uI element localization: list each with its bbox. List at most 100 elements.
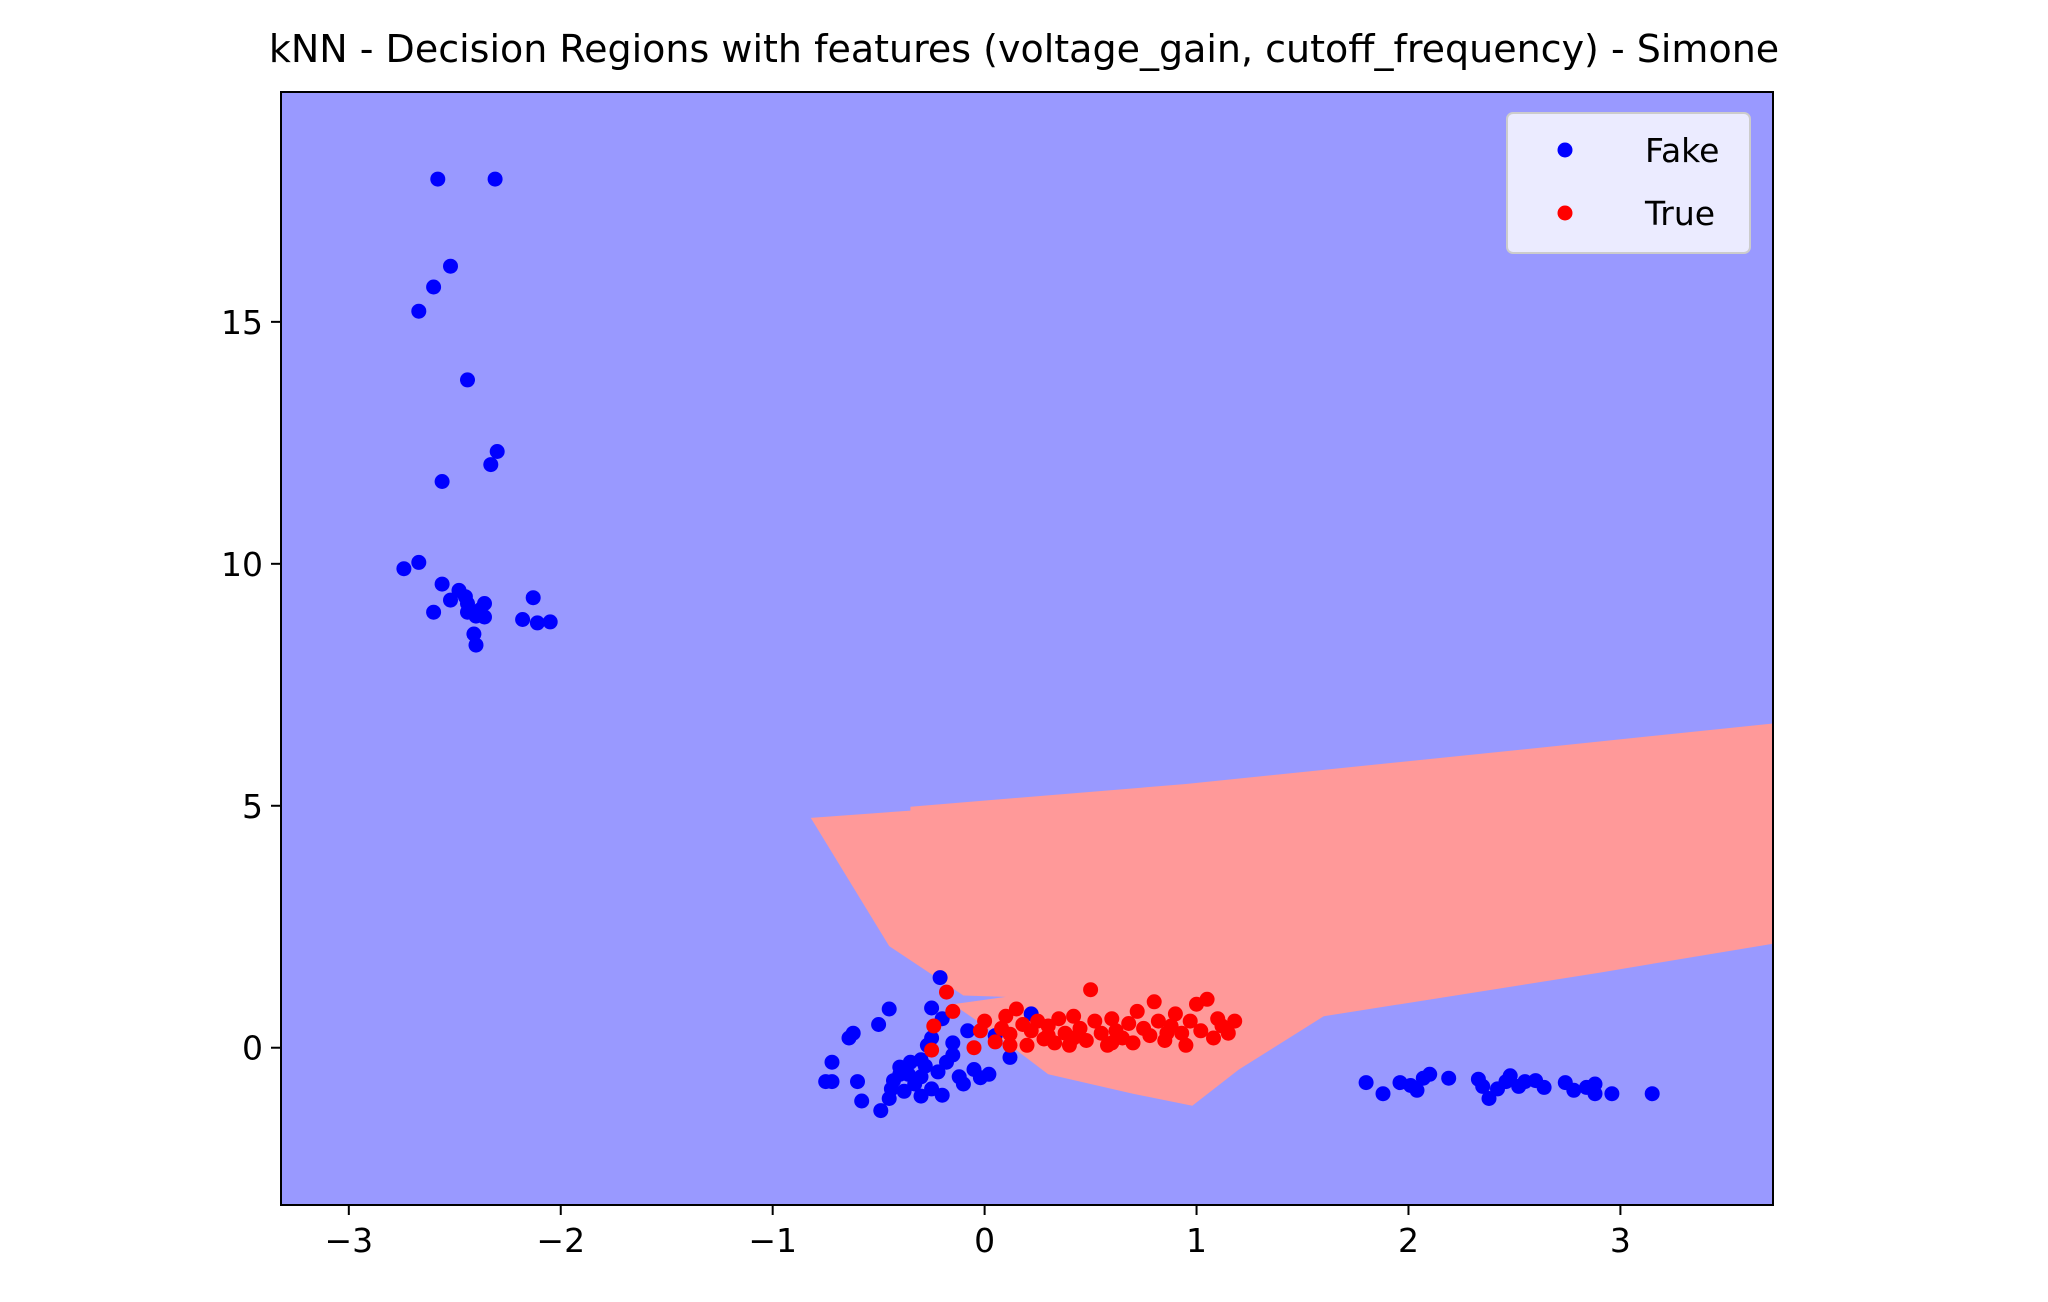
point-fake-53 xyxy=(934,1087,950,1103)
point-true-29 xyxy=(1104,1011,1120,1027)
point-fake-80 xyxy=(1475,1078,1491,1094)
x-tick-label: −1 xyxy=(748,1221,797,1260)
point-true-44 xyxy=(1182,1013,1198,1029)
x-tick-label: 2 xyxy=(1398,1221,1419,1260)
point-fake-27 xyxy=(468,637,484,653)
point-true-9 xyxy=(998,1008,1014,1024)
legend-marker-fake xyxy=(1557,142,1573,158)
point-fake-58 xyxy=(960,1023,976,1039)
x-tick-label: 3 xyxy=(1610,1221,1631,1260)
plot-frame xyxy=(280,91,1774,1206)
point-fake-0 xyxy=(430,171,446,187)
point-true-47 xyxy=(1199,991,1215,1007)
point-fake-72 xyxy=(1375,1086,1391,1102)
point-true-53 xyxy=(1040,1028,1056,1044)
point-fake-9 xyxy=(396,561,412,577)
point-fake-77 xyxy=(1422,1066,1438,1082)
point-true-48 xyxy=(1206,1030,1221,1046)
chart-title: kNN - Decision Regions with features (vo… xyxy=(269,27,1779,71)
point-true-32 xyxy=(1121,1016,1137,1031)
point-true-11 xyxy=(1008,1001,1024,1017)
point-fake-36 xyxy=(824,1074,840,1090)
point-fake-8 xyxy=(434,474,450,489)
point-fake-14 xyxy=(443,592,458,608)
point-fake-7 xyxy=(483,457,499,473)
legend-marker-true xyxy=(1557,205,1573,221)
y-tick-label: 0 xyxy=(242,1029,263,1068)
point-fake-90 xyxy=(1566,1082,1582,1098)
point-fake-88 xyxy=(1536,1079,1552,1095)
legend-label-fake: Fake xyxy=(1645,131,1719,170)
point-fake-3 xyxy=(426,279,442,295)
x-tick-label: −2 xyxy=(536,1221,585,1260)
point-fake-29 xyxy=(924,1000,940,1016)
point-true-36 xyxy=(1142,1028,1158,1044)
point-fake-55 xyxy=(945,1035,961,1051)
point-fake-34 xyxy=(824,1054,840,1070)
point-fake-81 xyxy=(1481,1091,1497,1106)
point-true-4 xyxy=(966,1040,982,1056)
point-fake-69 xyxy=(902,1054,918,1070)
point-true-25 xyxy=(1083,982,1099,998)
point-true-54 xyxy=(1066,1030,1082,1046)
x-tick-label: 1 xyxy=(1186,1221,1207,1260)
point-true-10 xyxy=(1002,1026,1018,1042)
point-true-37 xyxy=(1146,994,1162,1010)
point-fake-30 xyxy=(881,1001,897,1017)
point-true-57 xyxy=(1002,1037,1018,1053)
y-tick-label: 10 xyxy=(221,545,263,584)
point-true-55 xyxy=(1104,1035,1120,1051)
decision-region-true xyxy=(810,723,1773,1106)
point-true-26 xyxy=(1087,1013,1103,1029)
x-tick-label: 0 xyxy=(974,1221,995,1260)
point-fake-93 xyxy=(1587,1086,1603,1102)
point-true-38 xyxy=(1150,1013,1166,1029)
y-tick-label: 15 xyxy=(221,303,263,342)
point-fake-95 xyxy=(1644,1086,1660,1102)
point-true-42 xyxy=(1174,1025,1190,1041)
point-fake-75 xyxy=(1409,1082,1425,1098)
x-tick-label: −3 xyxy=(324,1221,373,1260)
point-true-56 xyxy=(1159,1025,1175,1041)
point-fake-6 xyxy=(489,444,505,459)
point-fake-39 xyxy=(873,1103,889,1119)
legend-label-true: True xyxy=(1644,194,1715,233)
point-true-43 xyxy=(1178,1037,1194,1053)
point-true-22 xyxy=(1066,1008,1082,1024)
point-true-24 xyxy=(1078,1033,1094,1048)
point-true-46 xyxy=(1193,1023,1209,1039)
point-true-52 xyxy=(1227,1013,1243,1029)
point-fake-24 xyxy=(542,614,558,630)
point-true-3 xyxy=(924,1042,940,1058)
point-fake-66 xyxy=(981,1066,997,1082)
point-true-51 xyxy=(1220,1025,1236,1041)
plot-area xyxy=(281,92,1773,1205)
point-true-41 xyxy=(1167,1006,1183,1022)
point-true-19 xyxy=(1051,1011,1067,1027)
point-fake-94 xyxy=(1604,1086,1620,1102)
point-true-33 xyxy=(1125,1035,1141,1051)
point-fake-22 xyxy=(515,612,531,627)
point-fake-28 xyxy=(932,970,948,986)
point-fake-57 xyxy=(955,1076,971,1092)
y-tick-label: 5 xyxy=(242,787,263,826)
point-fake-21 xyxy=(477,609,492,625)
point-fake-33 xyxy=(841,1030,857,1046)
y-axis: 0 5 10 15 xyxy=(221,303,281,1068)
point-fake-64 xyxy=(1002,1049,1018,1065)
point-true-34 xyxy=(1129,1003,1145,1019)
point-fake-71 xyxy=(1358,1075,1374,1091)
point-true-1 xyxy=(945,1003,961,1019)
point-true-2 xyxy=(926,1018,942,1034)
point-fake-10 xyxy=(411,554,427,570)
scatter-points xyxy=(396,171,1660,1119)
point-fake-84 xyxy=(1502,1068,1518,1084)
point-fake-23 xyxy=(529,615,545,631)
point-true-7 xyxy=(987,1034,1003,1050)
point-fake-78 xyxy=(1441,1070,1457,1086)
point-fake-47 xyxy=(913,1088,929,1104)
point-fake-4 xyxy=(411,303,427,319)
point-fake-2 xyxy=(443,258,458,274)
point-fake-11 xyxy=(434,576,450,592)
